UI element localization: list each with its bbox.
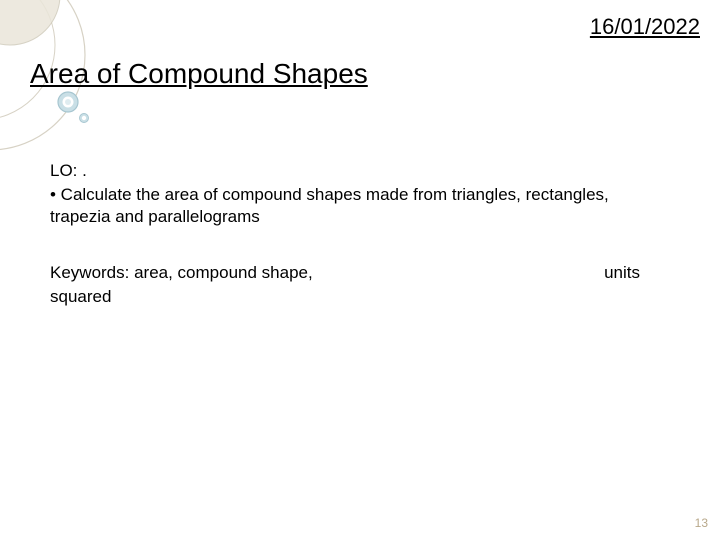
keywords-second-line: squared [50, 286, 660, 308]
page-number: 13 [695, 516, 708, 530]
keywords-left: Keywords: area, compound shape, [50, 262, 313, 284]
slide-title: Area of Compound Shapes [30, 58, 368, 90]
learning-objective-bullet: • Calculate the area of compound shapes … [50, 184, 660, 228]
slide-date: 16/01/2022 [590, 14, 700, 40]
slide-body: LO: . • Calculate the area of compound s… [50, 160, 660, 308]
keywords-row: Keywords: area, compound shape, units [50, 262, 660, 284]
learning-objective-label: LO: . [50, 160, 660, 182]
keywords-right: units [604, 262, 660, 284]
